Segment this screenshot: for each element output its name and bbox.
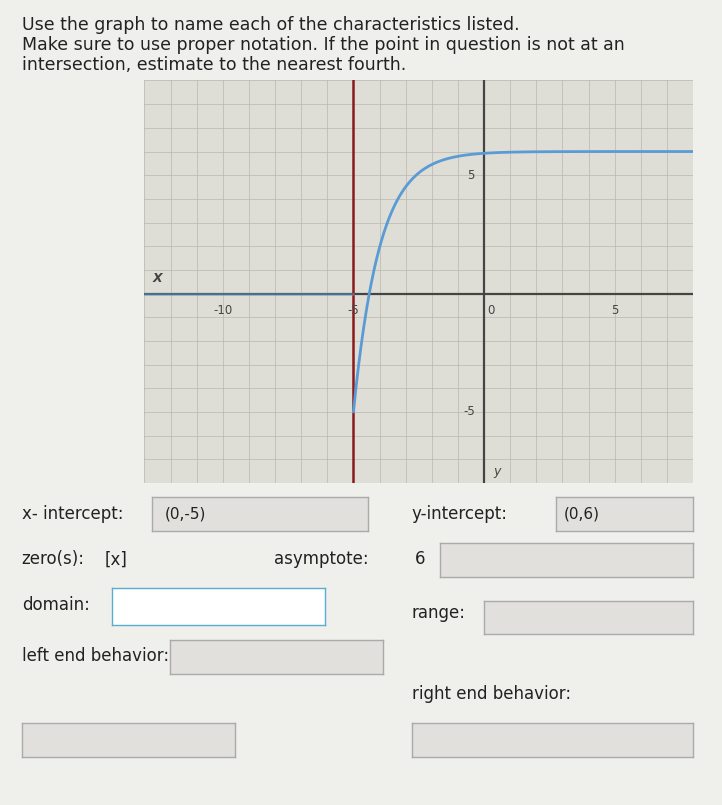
Text: right end behavior:: right end behavior: xyxy=(412,685,570,703)
Text: range:: range: xyxy=(412,605,466,622)
Text: -5: -5 xyxy=(347,304,360,317)
Text: 0: 0 xyxy=(487,304,495,317)
Text: 5: 5 xyxy=(611,304,619,317)
Text: intersection, estimate to the nearest fourth.: intersection, estimate to the nearest fo… xyxy=(22,56,406,74)
Text: x- intercept:: x- intercept: xyxy=(22,505,123,522)
Text: domain:: domain: xyxy=(22,597,90,614)
Text: 5: 5 xyxy=(468,169,475,182)
Text: X: X xyxy=(152,272,162,285)
Text: zero(s):: zero(s): xyxy=(22,551,84,568)
Text: left end behavior:: left end behavior: xyxy=(22,647,169,665)
Text: (0,-5): (0,-5) xyxy=(165,507,206,522)
Text: 6: 6 xyxy=(415,551,426,568)
Text: y: y xyxy=(493,465,500,478)
Text: asymptote:: asymptote: xyxy=(274,551,369,568)
Text: (0,6): (0,6) xyxy=(564,507,600,522)
Text: -10: -10 xyxy=(213,304,232,317)
Text: Make sure to use proper notation. If the point in question is not at an: Make sure to use proper notation. If the… xyxy=(22,36,625,54)
Text: -5: -5 xyxy=(464,406,475,419)
Text: [x]: [x] xyxy=(105,551,128,568)
Text: Use the graph to name each of the characteristics listed.: Use the graph to name each of the charac… xyxy=(22,16,519,34)
Text: y-intercept:: y-intercept: xyxy=(412,505,508,522)
